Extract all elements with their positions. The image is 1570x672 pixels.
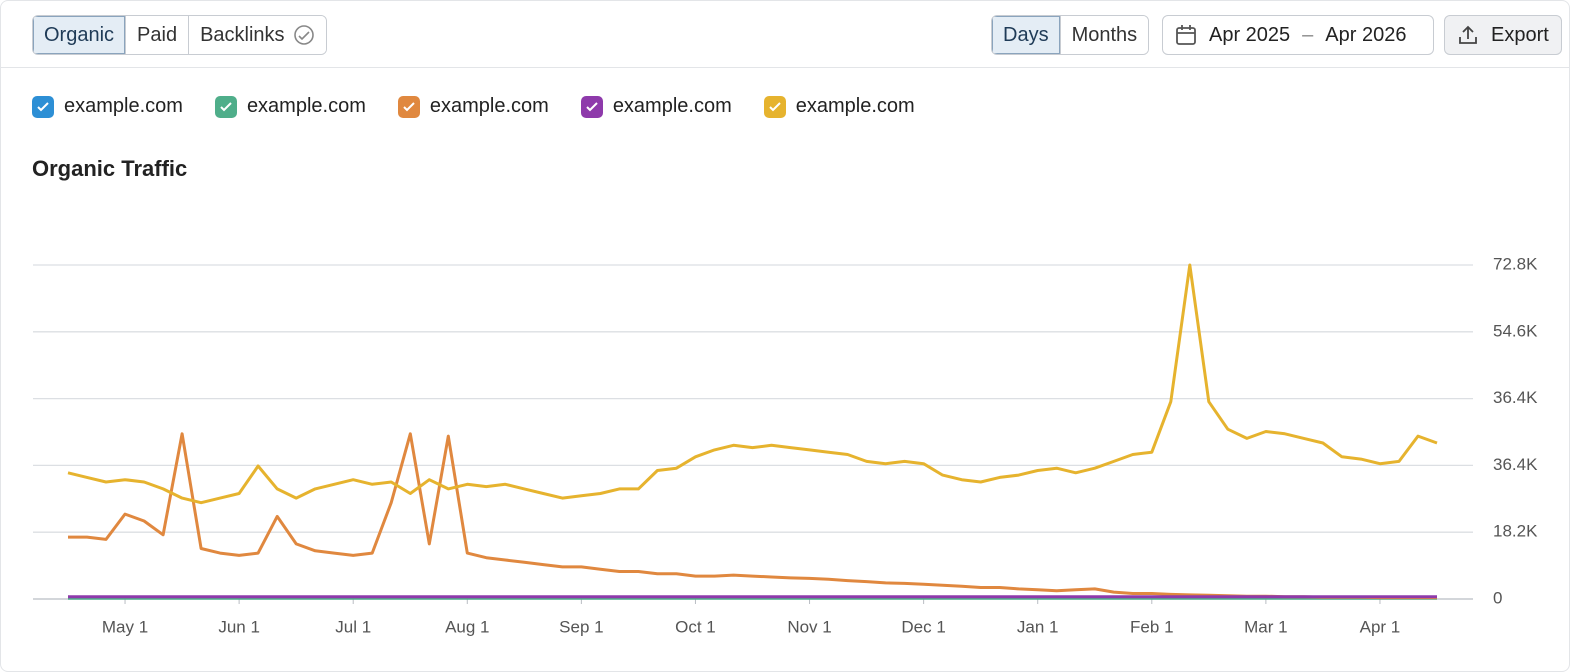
- y-tick-label: 36.4K: [1493, 455, 1538, 474]
- legend-item[interactable]: example.com: [214, 95, 366, 118]
- legend-item[interactable]: example.com: [32, 95, 183, 118]
- date-from: Apr 2025: [1209, 23, 1291, 46]
- date-to: Apr 2026: [1325, 23, 1407, 46]
- legend-checkbox[interactable]: [397, 95, 420, 118]
- legend-checkbox[interactable]: [214, 95, 237, 118]
- legend-checkbox[interactable]: [763, 95, 786, 118]
- export-icon: [1459, 25, 1477, 44]
- x-tick-label: Nov 1: [787, 617, 831, 636]
- legend-item[interactable]: example.com: [580, 95, 732, 118]
- x-tick-label: Mar 1: [1244, 617, 1287, 636]
- icon: [293, 25, 314, 45]
- chart-title: Organic Traffic: [32, 156, 188, 181]
- x-tick-label: Jun 1: [218, 617, 260, 636]
- x-tick-label: Dec 1: [901, 617, 945, 636]
- tab-label: Backlinks: [200, 23, 285, 46]
- x-tick-label: Jul 1: [335, 617, 371, 636]
- legend: example.com example.com example.com example…: [32, 95, 915, 118]
- calendar-icon: [1176, 25, 1196, 45]
- period-button[interactable]: Days: [992, 16, 1060, 54]
- x-tick-label: May 1: [102, 617, 148, 636]
- toolbar: Organic Paid Backlinks Days Months Apr 2…: [1, 1, 1569, 68]
- legend-checkbox[interactable]: [580, 95, 603, 118]
- x-tick-label: Aug 1: [445, 617, 489, 636]
- date-range[interactable]: Apr 2025 – Apr 2026: [1162, 15, 1434, 55]
- tab[interactable]: Organic: [33, 16, 126, 54]
- x-tick-label: Apr 1: [1360, 617, 1401, 636]
- y-tick-label: 18.2K: [1493, 522, 1538, 541]
- x-tick-label: Feb 1: [1130, 617, 1173, 636]
- legend-checkbox[interactable]: [32, 95, 54, 118]
- x-tick-label: Sep 1: [559, 617, 603, 636]
- y-tick-label: 72.8K: [1493, 254, 1538, 273]
- legend-label: example.com: [795, 95, 915, 117]
- period-group: Days Months: [991, 15, 1150, 55]
- series-line: [68, 432, 1437, 600]
- tab-group: Organic Paid Backlinks: [32, 15, 327, 55]
- legend-label: example.com: [612, 95, 732, 117]
- legend-item[interactable]: example.com: [763, 95, 915, 118]
- series-line: [67, 263, 1438, 505]
- period-button[interactable]: Months: [1059, 16, 1149, 54]
- y-tick-label: 54.6K: [1493, 321, 1538, 340]
- y-tick-label: 0: [1493, 588, 1502, 607]
- tab[interactable]: Backlinks: [188, 16, 326, 54]
- tab[interactable]: Paid: [125, 16, 189, 54]
- x-tick-label: Oct 1: [675, 617, 716, 636]
- legend-label: example.com: [246, 95, 366, 117]
- x-tick-label: Jan 1: [1017, 617, 1059, 636]
- date-separator: –: [1302, 23, 1314, 46]
- y-tick-label: 36.4K: [1493, 388, 1538, 407]
- legend-item[interactable]: example.com: [397, 95, 549, 118]
- export-label: Export: [1491, 23, 1549, 46]
- export-button[interactable]: Export: [1444, 15, 1562, 55]
- legend-label: example.com: [429, 95, 549, 117]
- legend-label: example.com: [64, 95, 183, 117]
